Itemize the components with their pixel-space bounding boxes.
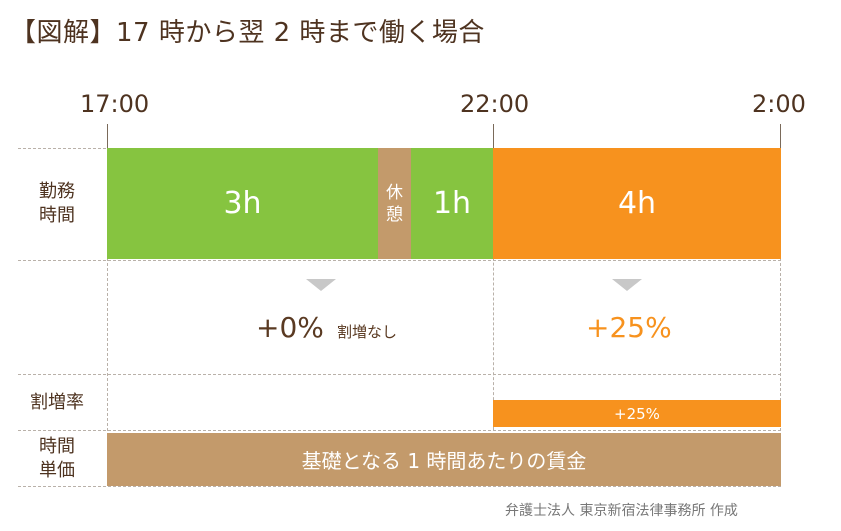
row-separator <box>18 486 781 487</box>
time-label-start: 17:00 <box>80 90 150 118</box>
rate-note-regular: 割増なし <box>336 323 397 341</box>
tick-end <box>780 124 781 148</box>
time-label-mid: 22:00 <box>460 90 530 118</box>
segment-4h-label: 4h <box>617 186 657 221</box>
tick-start <box>107 124 108 148</box>
row-label-work-hours: 勤務 時間 <box>39 181 75 226</box>
segment-break: 休 憩 <box>378 148 411 259</box>
time-label-end: 2:00 <box>752 90 806 118</box>
premium-rate-bar: +25% <box>493 400 781 427</box>
row-separator <box>18 374 781 375</box>
row-separator <box>18 260 781 261</box>
rate-value-regular: +0% <box>256 311 324 344</box>
down-arrow-icon <box>306 279 336 291</box>
segment-3h-label: 3h <box>223 186 262 221</box>
down-arrow-icon <box>612 279 642 291</box>
rate-result-regular: +0% 割増なし <box>256 311 397 344</box>
guide-line-start <box>107 148 108 486</box>
page-title: 【図解】17 時から翌 2 時まで働く場合 <box>10 18 485 48</box>
base-wage-bar: 基礎となる 1 時間あたりの賃金 <box>107 433 781 486</box>
guide-line-mid <box>493 148 494 430</box>
segment-break-label: 休 憩 <box>386 182 403 225</box>
rate-value-night: +25% <box>586 311 672 344</box>
row-label-premium-rate: 割増率 <box>30 392 84 413</box>
segment-1h: 1h <box>411 148 493 259</box>
segment-4h: 4h <box>493 148 781 259</box>
row-label-unit-price: 時間 単価 <box>39 436 75 481</box>
credit-text: 弁護士法人 東京新宿法律事務所 作成 <box>505 503 738 519</box>
tick-mid <box>493 124 494 148</box>
segment-1h-label: 1h <box>432 186 472 221</box>
guide-line-end <box>780 148 781 486</box>
base-wage-label: 基礎となる 1 時間あたりの賃金 <box>301 449 587 473</box>
segment-3h: 3h <box>107 148 378 259</box>
row-separator <box>18 430 781 431</box>
premium-rate-bar-label: +25% <box>614 404 660 423</box>
